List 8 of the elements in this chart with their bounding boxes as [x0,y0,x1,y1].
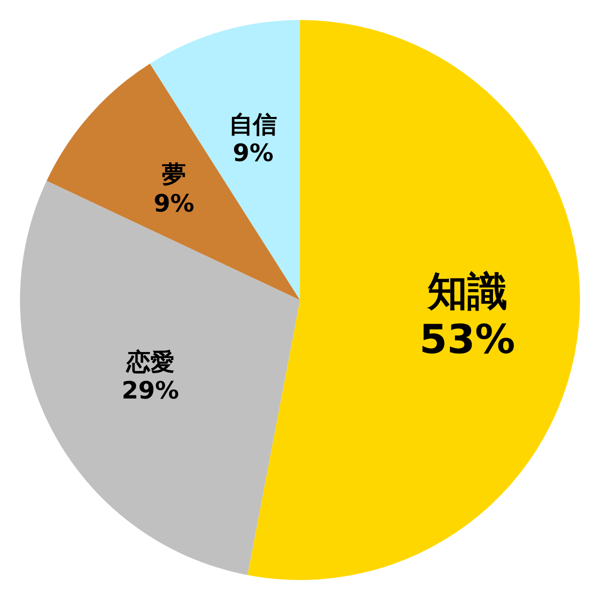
slice-label: 知識 [426,268,508,315]
data-label: 53% [419,316,516,363]
slice-label: 自信 [229,110,278,138]
data-label: 9% [154,189,194,218]
data-label: 29% [122,376,180,405]
data-label: 9% [232,139,274,168]
slice-label: 夢 [162,160,186,188]
slice-label: 恋愛 [125,348,174,376]
